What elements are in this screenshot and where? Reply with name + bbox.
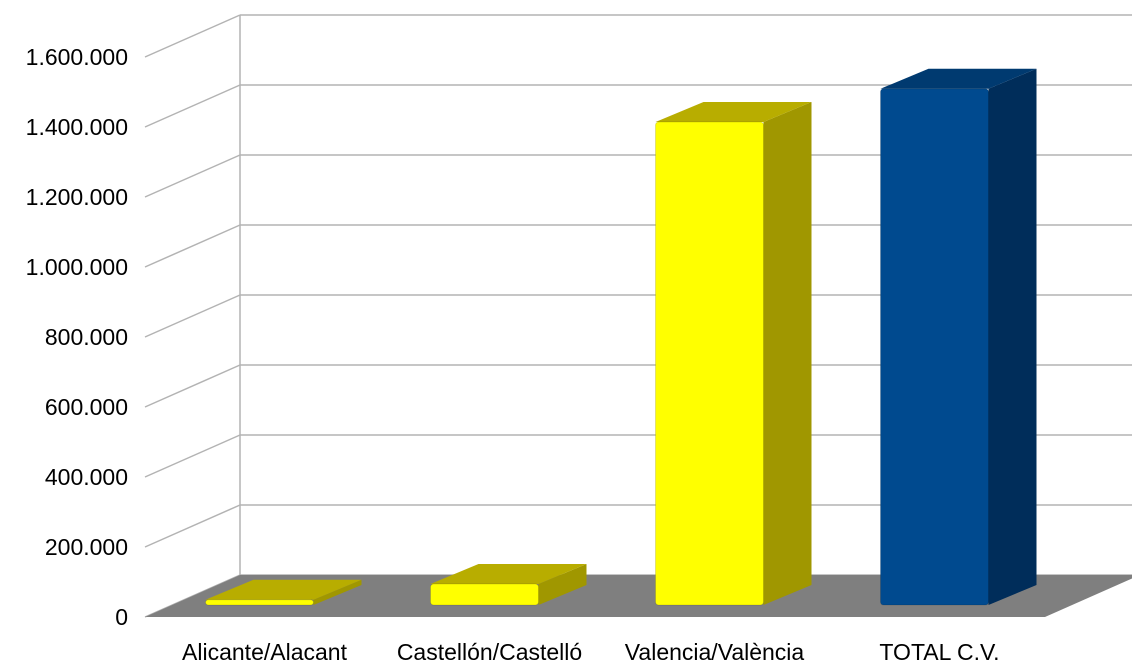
bar-side-0 [313,579,362,605]
gridline-side [144,14,241,58]
bar [655,121,764,606]
gridline-side [144,364,241,408]
bar-top-3 [880,68,1037,89]
x-axis-ticks: Alicante/Alacant Castellón/Castelló Valenc… [182,639,1000,665]
y-tick-label: 200.000 [45,534,128,560]
y-axis-ticks: 0 200.000 400.000 600.000 800.000 1.000.000 1.… [26,44,128,630]
bar-side-2 [763,102,812,605]
y-tick-label: 0 [115,604,128,630]
x-tick-label: Castellón/Castelló [397,639,582,664]
bar-top-0 [205,579,362,600]
y-tick-label: 1.400.000 [26,114,128,140]
bar [205,599,314,606]
y-tick-label: 800.000 [45,324,128,350]
bars [205,68,1037,606]
gridline-side [144,154,241,198]
bar-top-1 [430,564,587,584]
x-tick-label: Alicante/Alacant [182,639,348,664]
gridline-side [144,294,241,338]
gridline-side [144,84,241,128]
bar-top-2 [655,102,812,122]
bar-side-1 [538,564,587,605]
x-tick-label: TOTAL C.V. [879,639,999,664]
gridline-side [144,224,241,268]
bar [880,88,989,606]
bar-side-3 [988,68,1037,605]
y-tick-label: 1.600.000 [26,44,128,70]
y-tick-label: 1.000.000 [26,254,128,280]
gridline-side [144,504,241,548]
y-tick-label: 400.000 [45,464,128,490]
bar [430,583,539,606]
y-tick-label: 1.200.000 [26,184,128,210]
gridline-side [144,434,241,478]
x-tick-label: Valencia/València [625,639,805,664]
y-tick-label: 600.000 [45,394,128,420]
